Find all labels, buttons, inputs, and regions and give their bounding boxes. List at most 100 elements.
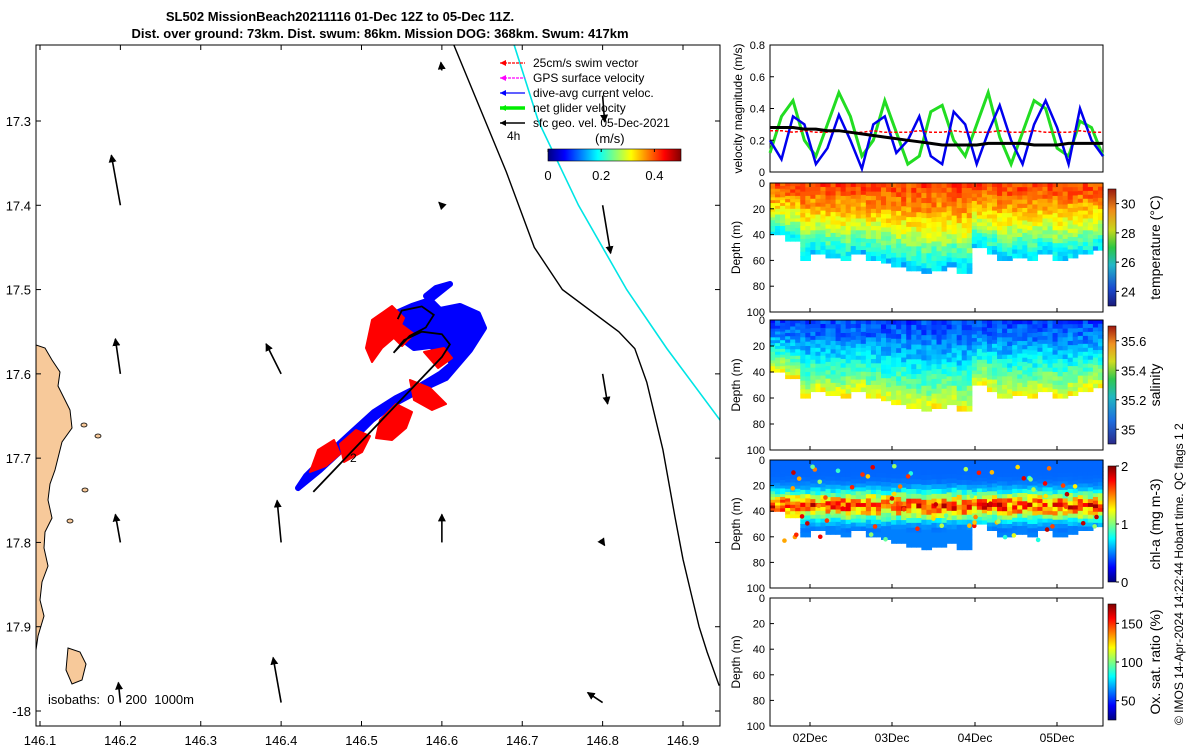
salinity-cell bbox=[997, 337, 1003, 343]
chlorophyll-cell bbox=[850, 471, 857, 477]
temperature-cell bbox=[1032, 251, 1039, 257]
salinity-cell bbox=[1027, 346, 1033, 351]
temperature-cell bbox=[956, 203, 963, 209]
chlorophyll-cell bbox=[1037, 522, 1044, 528]
temperature-cell bbox=[981, 193, 988, 198]
salinity-cell bbox=[946, 324, 953, 330]
chlorophyll-cell bbox=[1087, 479, 1094, 485]
salinity-cell bbox=[906, 339, 912, 346]
temperature-cell bbox=[886, 222, 892, 229]
salinity-cell bbox=[886, 342, 892, 348]
temperature-cell bbox=[1082, 186, 1089, 192]
temperature-cell bbox=[1007, 234, 1013, 240]
temperature-cell bbox=[946, 229, 953, 235]
salinity-cell bbox=[1007, 389, 1013, 395]
temperature-cell bbox=[1097, 242, 1104, 247]
chlorophyll-cell bbox=[1017, 521, 1023, 527]
temperature-cell bbox=[795, 212, 801, 216]
chlorophyll-cell bbox=[825, 525, 832, 531]
salinity-cell bbox=[870, 333, 877, 338]
salinity-cell bbox=[840, 333, 847, 338]
temperature-cell bbox=[906, 265, 912, 272]
temperature-cell bbox=[800, 238, 806, 244]
chlorophyll-cell bbox=[911, 498, 917, 505]
temperature-cell bbox=[986, 210, 993, 216]
salinity-cell bbox=[906, 329, 912, 336]
salinity-cell bbox=[896, 376, 902, 382]
temperature-cell bbox=[805, 247, 811, 253]
chlorophyll-cell bbox=[956, 519, 963, 526]
temperature-cell bbox=[870, 251, 877, 257]
chlorophyll-cell bbox=[775, 460, 781, 464]
chlorophyll-sample bbox=[905, 474, 911, 479]
date-tick-label: 03Dec bbox=[875, 731, 910, 745]
chlorophyll-cell bbox=[1012, 472, 1018, 478]
salinity-cell bbox=[941, 403, 948, 409]
salinity-cell bbox=[805, 346, 811, 351]
temperature-cell bbox=[1067, 199, 1074, 205]
salinity-cell bbox=[941, 320, 948, 326]
salinity-cell bbox=[785, 323, 791, 328]
temperature-cell bbox=[997, 191, 1003, 197]
temperature-cell bbox=[840, 204, 847, 210]
chlorophyll-cell bbox=[830, 513, 837, 519]
salinity-cell bbox=[911, 344, 917, 351]
chlorophyll-cell bbox=[835, 530, 842, 535]
temperature-cell bbox=[815, 238, 822, 243]
temperature-cell bbox=[1007, 183, 1013, 188]
temperature-cell bbox=[800, 183, 806, 188]
chlorophyll-cell bbox=[1047, 506, 1054, 512]
temperature-cell bbox=[1022, 216, 1028, 222]
temperature-cell bbox=[1052, 256, 1059, 261]
temperature-cell bbox=[1027, 217, 1033, 223]
salinity-cell bbox=[775, 343, 781, 347]
salinity-cell bbox=[886, 351, 892, 357]
chlorophyll-cell bbox=[881, 477, 887, 483]
temperature-cell bbox=[1087, 210, 1094, 216]
salinity-cell bbox=[916, 369, 922, 375]
salinity-cell bbox=[961, 340, 968, 346]
chlorophyll-cell bbox=[921, 464, 928, 471]
chlorophyll-cell bbox=[820, 522, 827, 528]
temperature-cell bbox=[845, 238, 852, 244]
chlorophyll-cell bbox=[1062, 489, 1069, 495]
temperature-cell bbox=[1047, 250, 1054, 255]
temperature-cell bbox=[1092, 223, 1099, 229]
chlorophyll-cell bbox=[896, 506, 902, 512]
temperature-cell bbox=[1017, 245, 1023, 251]
chlorophyll-cell bbox=[875, 485, 882, 491]
chlorophyll-cell bbox=[1087, 526, 1094, 531]
salinity-cell bbox=[1092, 323, 1099, 329]
temperature-cell bbox=[1032, 213, 1039, 218]
salinity-cell bbox=[1017, 378, 1023, 384]
salinity-cell bbox=[896, 390, 902, 396]
salinity-cell bbox=[850, 367, 857, 373]
chlorophyll-cell bbox=[921, 479, 928, 486]
oxygen-y-tick-label: 80 bbox=[753, 695, 765, 707]
salinity-cell bbox=[921, 385, 928, 392]
salinity-cell bbox=[840, 359, 847, 364]
temperature-cell bbox=[1067, 249, 1074, 255]
chlorophyll-cell bbox=[810, 503, 817, 508]
chlorophyll-cell bbox=[805, 502, 811, 508]
salinity-cell bbox=[1002, 324, 1008, 330]
salinity-cell bbox=[1052, 385, 1059, 390]
salinity-cell bbox=[941, 349, 948, 355]
temperature-cell bbox=[805, 251, 811, 257]
salinity-cell bbox=[992, 323, 998, 329]
temperature-cell bbox=[931, 231, 938, 238]
salinity-cell bbox=[795, 365, 801, 370]
salinity-cell bbox=[1097, 372, 1104, 377]
salinity-cell bbox=[961, 350, 968, 356]
temperature-cell bbox=[1072, 191, 1079, 197]
temperature-cell bbox=[780, 185, 786, 190]
salinity-cell bbox=[981, 363, 988, 368]
salinity-cell bbox=[810, 339, 817, 345]
salinity-cell bbox=[911, 383, 917, 390]
salinity-cell bbox=[971, 356, 978, 361]
salinity-cell bbox=[1062, 359, 1069, 364]
chlorophyll-sample bbox=[824, 518, 830, 523]
salinity-cell bbox=[1062, 354, 1069, 360]
temperature-cell bbox=[835, 191, 842, 197]
